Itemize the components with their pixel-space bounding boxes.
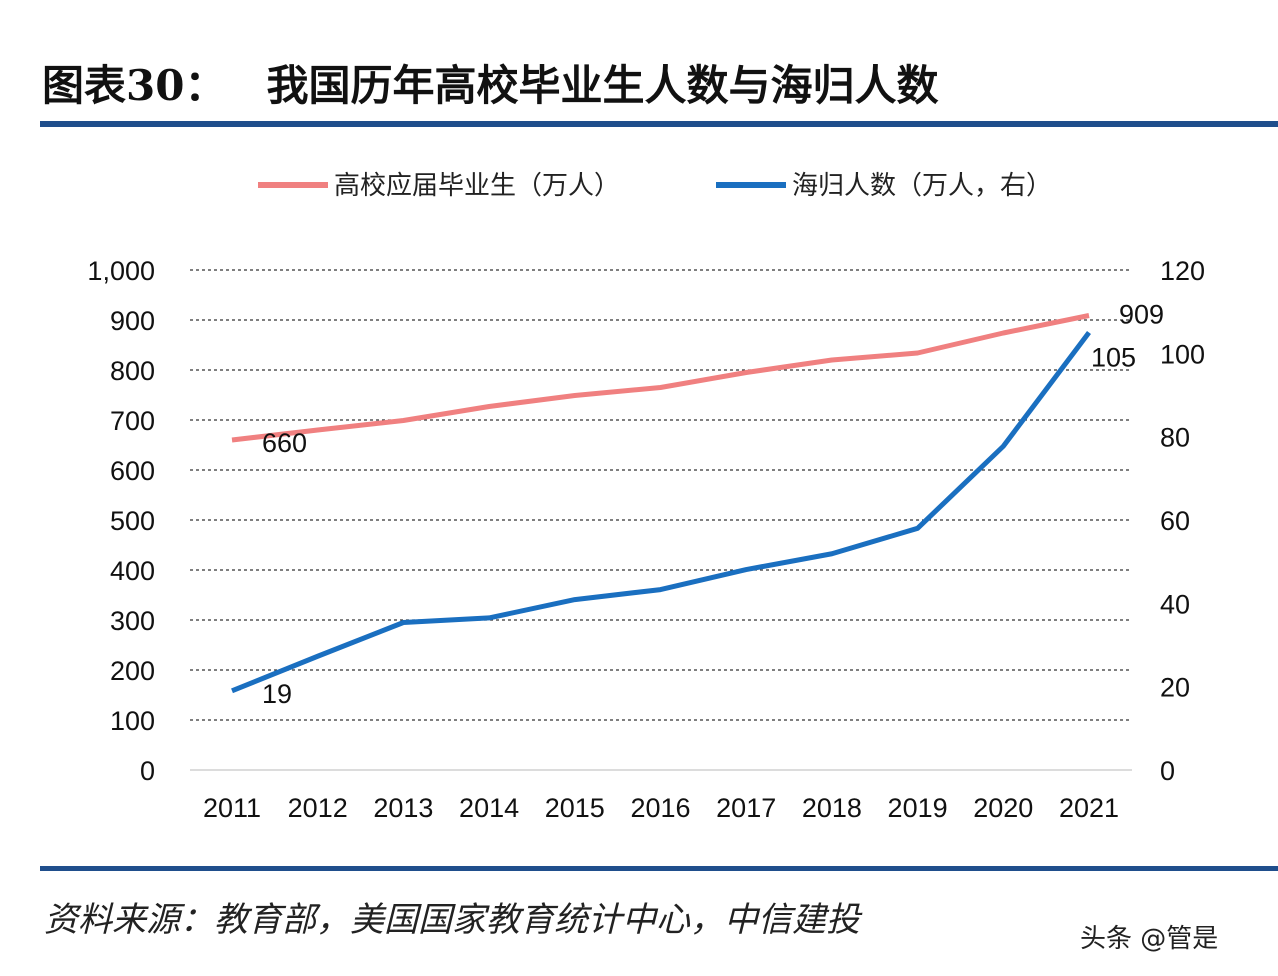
left-axis-tick: 0: [140, 756, 155, 786]
right-axis-tick: 100: [1160, 339, 1205, 369]
x-axis-tick: 2021: [1059, 793, 1119, 823]
left-axis-tick: 1,000: [87, 256, 155, 286]
right-axis-tick: 120: [1160, 256, 1205, 286]
watermark: 头条 @管是: [1080, 924, 1219, 954]
x-axis-tick: 2015: [545, 793, 605, 823]
data-label: 105: [1091, 343, 1136, 373]
x-axis-tick: 2020: [973, 793, 1033, 823]
figure-title: 我国历年高校毕业生人数与海归人数: [266, 61, 939, 110]
right-axis-tick: 20: [1160, 673, 1190, 703]
series-line-1: [231, 313, 1090, 443]
right-axis-tick: 80: [1160, 423, 1190, 453]
top-divider: [40, 121, 1278, 127]
chart-title: 图表30： 我国历年高校毕业生人数与海归人数: [42, 52, 938, 113]
legend-label: 高校应届毕业生（万人）: [334, 171, 620, 201]
figure-number: 图表30：: [42, 61, 227, 110]
bottom-divider: [40, 866, 1278, 871]
x-axis-tick: 2016: [630, 793, 690, 823]
source-note: 资料来源：教育部，美国国家教育统计中心，中信建投: [44, 900, 860, 940]
x-axis-tick: 2014: [459, 793, 519, 823]
left-axis-tick: 200: [110, 656, 155, 686]
x-axis-tick: 2019: [888, 793, 948, 823]
data-label: 660: [262, 428, 307, 458]
x-axis-tick: 2011: [203, 793, 261, 823]
left-axis-tick: 300: [110, 606, 155, 636]
left-axis-tick: 500: [110, 506, 155, 536]
left-axis-tick: 800: [110, 356, 155, 386]
x-axis-tick: 2013: [373, 793, 433, 823]
left-axis-tick: 100: [110, 706, 155, 736]
left-axis-tick: 600: [110, 456, 155, 486]
left-axis-tick: 900: [110, 306, 155, 336]
data-label: 909: [1119, 300, 1164, 330]
x-axis-tick: 2018: [802, 793, 862, 823]
right-axis-tick: 0: [1160, 756, 1175, 786]
data-label: 19: [262, 679, 292, 709]
right-axis-tick: 40: [1160, 589, 1190, 619]
left-axis-tick: 400: [110, 556, 155, 586]
x-axis-tick: 2017: [716, 793, 776, 823]
x-axis-tick: 2012: [288, 793, 348, 823]
legend-label: 海归人数（万人，右）: [792, 171, 1052, 201]
right-axis-tick: 60: [1160, 506, 1190, 536]
left-axis-tick: 700: [110, 406, 155, 436]
